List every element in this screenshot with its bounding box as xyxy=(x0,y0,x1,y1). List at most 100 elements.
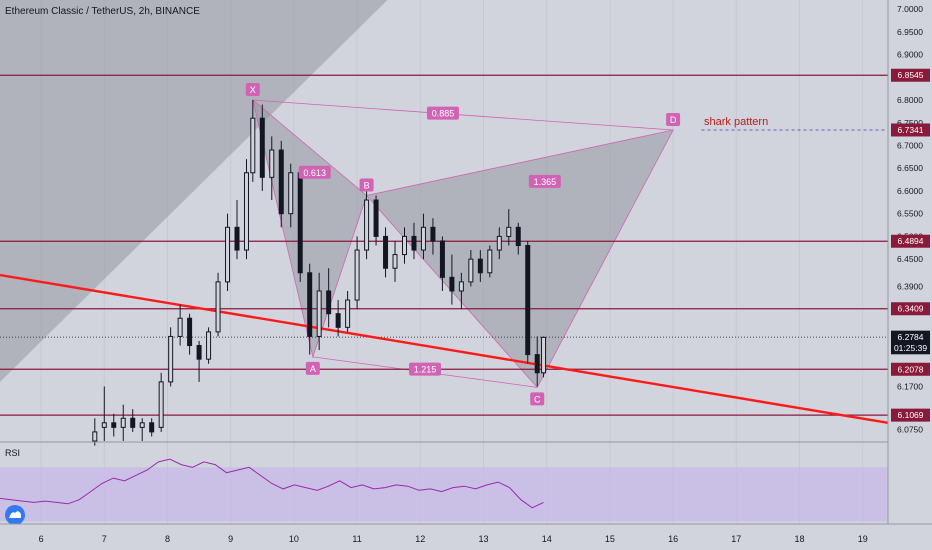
time-tick-label: 17 xyxy=(731,534,741,544)
candle-body xyxy=(525,245,531,356)
time-tick-label: 15 xyxy=(605,534,615,544)
candle-body xyxy=(487,249,493,274)
price-badge-label: 6.4894 xyxy=(898,236,924,246)
time-tick-label: 12 xyxy=(415,534,425,544)
trendline-group xyxy=(0,273,889,424)
candle-body xyxy=(130,417,136,428)
candle-body xyxy=(120,417,126,428)
price-tick-label: 6.3900 xyxy=(897,281,923,291)
pattern-point-badge[interactable] xyxy=(530,392,545,406)
ratio-badge[interactable] xyxy=(409,362,442,376)
time-tick-label: 9 xyxy=(228,534,233,544)
candle-body xyxy=(243,172,249,251)
price-tick-label: 6.7000 xyxy=(897,140,923,150)
candle-body xyxy=(392,254,398,269)
ratio-label: 1.365 xyxy=(534,177,557,187)
price-badge[interactable] xyxy=(891,302,930,316)
candle-body xyxy=(307,272,313,337)
time-axis[interactable]: 6 7 8 9 10 11 12 13 14 15 16 17 18 19 xyxy=(0,523,932,550)
candle-body xyxy=(111,422,117,428)
price-badge[interactable] xyxy=(891,234,930,248)
pattern-point-label-x: X xyxy=(250,85,256,95)
price-badge[interactable] xyxy=(891,362,930,376)
candle-body xyxy=(534,354,540,374)
candle-body xyxy=(92,431,98,442)
background-wedge xyxy=(0,0,388,382)
price-badge[interactable] xyxy=(891,341,930,355)
pattern-point-label-a: A xyxy=(310,364,316,374)
time-tick-label: 19 xyxy=(858,534,868,544)
price-tick-label: 6.9000 xyxy=(897,50,923,60)
candle-body xyxy=(411,235,417,251)
candle-body xyxy=(278,149,284,215)
pattern-point-badge[interactable] xyxy=(305,361,320,375)
ratio-badge[interactable] xyxy=(298,165,331,179)
price-tick-label: 7.0000 xyxy=(897,4,923,14)
time-tick-label: 16 xyxy=(668,534,678,544)
candle-body xyxy=(177,317,183,337)
candle-body xyxy=(139,422,145,428)
candle-body xyxy=(506,226,512,237)
candle-body xyxy=(234,226,240,251)
rsi-pane: RSI80.0060.0040.00 xyxy=(0,441,932,525)
chart-title: Ethereum Classic / TetherUS, 2h, BINANCE xyxy=(5,6,200,17)
price-tick-label: 6.6000 xyxy=(897,186,923,196)
ratio-badge[interactable] xyxy=(426,106,459,120)
candle-body xyxy=(515,226,521,247)
price-badge[interactable] xyxy=(891,68,930,82)
pattern-point-label-c: C xyxy=(534,394,541,404)
time-axis-background xyxy=(0,524,932,550)
candle-body xyxy=(316,290,322,337)
candle-body xyxy=(187,317,193,347)
price-badge[interactable] xyxy=(891,330,930,344)
price-tick-label: 6.6500 xyxy=(897,163,923,173)
candle-body xyxy=(541,336,547,374)
candle-body xyxy=(326,290,332,315)
candle-body xyxy=(477,258,483,274)
candle-body xyxy=(420,226,426,251)
price-badge-label: 6.2078 xyxy=(898,364,924,374)
candle-body xyxy=(225,226,231,283)
pattern-point-badge[interactable] xyxy=(359,178,374,192)
candle-body xyxy=(149,422,155,433)
price-axis[interactable]: 7.0000 6.9500 6.9000 6.8000 6.7500 6.7000 6.65… xyxy=(887,0,932,550)
candle-body xyxy=(101,422,107,428)
candle-body xyxy=(458,281,464,292)
price-badge-label: 6.3409 xyxy=(898,304,924,314)
ratio-label: 0.613 xyxy=(303,168,326,178)
time-tick-label: 8 xyxy=(165,534,170,544)
price-tick-label: 6.0750 xyxy=(897,425,923,435)
candle-body xyxy=(401,235,407,256)
price-tick-label: 6.5500 xyxy=(897,209,923,219)
price-badge-label: 6.2784 xyxy=(898,332,924,342)
pattern-point-label-b: B xyxy=(364,180,370,190)
candle-body xyxy=(250,117,256,174)
cloud-icon xyxy=(9,511,21,518)
pattern-point-label-d: D xyxy=(670,115,677,125)
rsi-line xyxy=(0,458,544,509)
time-tick-label: 10 xyxy=(289,534,299,544)
price-badge-label: 6.1069 xyxy=(898,410,924,420)
candle-body xyxy=(158,381,164,428)
candles xyxy=(92,100,547,446)
candle-body xyxy=(196,345,202,360)
pattern-labels[interactable]: X A B C D 0.613 1.365 1.215 0.885 xyxy=(245,83,681,406)
xd-ratio-line xyxy=(252,99,674,131)
ratio-label: 0.885 xyxy=(432,109,455,119)
price-tick-label: 6.9500 xyxy=(897,27,923,37)
candle-body xyxy=(269,149,275,178)
candle-body xyxy=(373,199,379,237)
price-badge-label: 6.8545 xyxy=(898,70,924,80)
ratio-badge[interactable] xyxy=(528,174,561,188)
pattern-point-badge[interactable] xyxy=(245,83,260,97)
time-tick-label: 18 xyxy=(795,534,805,544)
ratio-label: 1.215 xyxy=(414,365,437,375)
pattern-point-badge[interactable] xyxy=(666,113,681,127)
candle-body xyxy=(168,335,174,383)
time-tick-label: 6 xyxy=(39,534,44,544)
candle-body xyxy=(297,172,303,274)
time-tick-label: 13 xyxy=(478,534,488,544)
price-badge[interactable] xyxy=(891,408,930,422)
price-badge[interactable] xyxy=(891,123,930,137)
